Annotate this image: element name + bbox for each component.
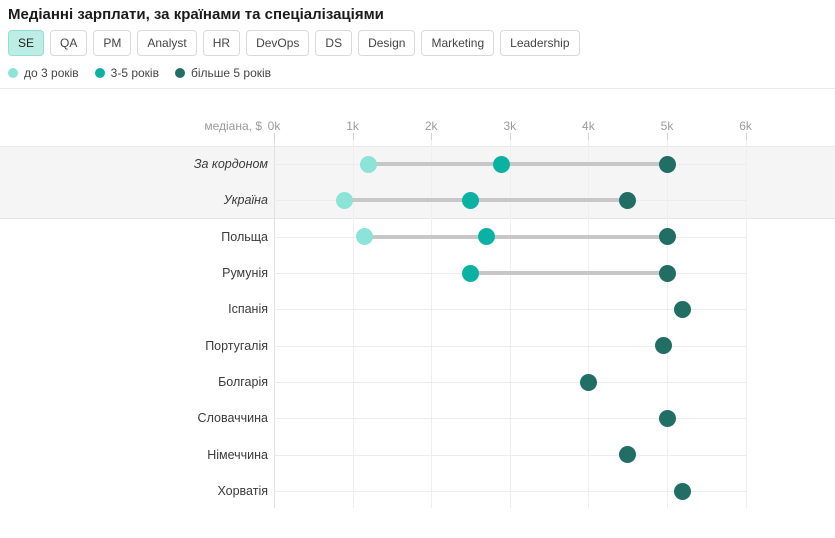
tick-mark-6k (745, 133, 747, 140)
gridline-4k (588, 140, 590, 508)
legend-item-senior: більше 5 років (174, 66, 272, 80)
dot-senior-row-8[interactable] (658, 409, 676, 427)
row-label-2: Україна (223, 193, 268, 208)
legend-label-middle: 3-5 років (110, 66, 159, 80)
dot-senior-row-3[interactable] (658, 228, 676, 246)
axis-tick-label-3k: 3k (503, 119, 517, 133)
axis-tick-label-5k: 5k (660, 119, 674, 133)
legend-item-middle: 3-5 років (94, 66, 159, 80)
tick-mark-4k (588, 133, 590, 140)
tick-mark-0k (274, 133, 275, 140)
specialization-tabs: SE QA PM Analyst HR DevOps DS Design Marketing Le… (8, 30, 580, 56)
row-gridline (274, 345, 746, 347)
row-gridline (274, 418, 746, 420)
gridline-0k (274, 140, 275, 508)
dumbbell-connector (470, 271, 667, 276)
row-label-10: Хорватія (217, 484, 268, 499)
tick-mark-2k (431, 133, 433, 140)
tab-design[interactable]: Design (358, 30, 416, 56)
tab-ds[interactable]: DS (315, 30, 353, 56)
legend-label-junior: до 3 років (24, 66, 79, 80)
axis-tick-label-1k: 1k (346, 119, 359, 133)
row-label-8: Словаччина (197, 411, 268, 426)
row-label-1: За кордоном (193, 157, 268, 171)
row-gridline (274, 382, 746, 384)
dumbbell-connector (344, 198, 628, 203)
tick-mark-1k (352, 133, 354, 140)
row-gridline (274, 491, 746, 493)
tab-se[interactable]: SE (8, 30, 45, 56)
gridline-5k (667, 140, 668, 508)
axis-tick-label-0k: 0k (267, 119, 281, 133)
axis-tick-label-2k: 2k (424, 119, 438, 133)
row-label-4: Румунія (222, 266, 268, 281)
legend-dot-middle-icon (94, 68, 105, 78)
row-label-6: Португалія (205, 338, 268, 353)
dot-senior-row-9[interactable] (619, 446, 637, 464)
row-gridline (274, 309, 746, 311)
tick-mark-5k (667, 133, 668, 140)
row-label-5: Іспанія (228, 302, 268, 317)
gridline-2k (431, 140, 433, 508)
experience-legend: до 3 років 3-5 років більше 5 років (8, 66, 271, 80)
dot-senior-row-10[interactable] (674, 482, 692, 500)
dumbbell-connector (364, 234, 667, 239)
dot-senior-row-2[interactable] (619, 191, 637, 209)
gridline-3k (509, 140, 511, 508)
row-label-3: Польща (221, 229, 268, 244)
tab-hr[interactable]: HR (202, 30, 241, 56)
dot-senior-row-1[interactable] (658, 155, 676, 173)
row-label-9: Німеччина (207, 447, 268, 462)
dot-senior-row-4[interactable] (658, 264, 676, 282)
legend-item-junior: до 3 років (8, 66, 79, 80)
dot-middle-row-4[interactable] (462, 264, 479, 282)
dot-senior-row-7[interactable] (579, 373, 597, 391)
tab-pm[interactable]: PM (93, 30, 132, 56)
dot-senior-row-5[interactable] (674, 300, 692, 318)
gridline-6k (745, 140, 747, 508)
x-axis-label: медіана, $ (204, 119, 262, 133)
dot-middle-row-3[interactable] (477, 228, 495, 246)
page-title: Медіанні зарплати, за країнами та спеціа… (8, 6, 384, 23)
tab-qa[interactable]: QA (50, 30, 88, 56)
tab-marketing[interactable]: Marketing (421, 30, 495, 56)
dumbbell-connector (368, 162, 667, 166)
highlight-band (0, 145, 835, 219)
gridline-1k (352, 140, 354, 508)
legend-dot-junior-icon (8, 68, 18, 78)
dot-middle-row-1[interactable] (493, 155, 511, 173)
dot-junior-row-1[interactable] (359, 155, 377, 173)
tick-mark-3k (509, 133, 511, 140)
axis-tick-label-6k: 6k (739, 119, 752, 133)
legend-label-senior: більше 5 років (190, 66, 272, 80)
dot-senior-row-6[interactable] (654, 337, 672, 355)
row-label-7: Болгарія (218, 375, 268, 390)
dot-junior-row-3[interactable] (355, 228, 373, 246)
tab-devops[interactable]: DevOps (246, 30, 310, 56)
tab-leadership[interactable]: Leadership (500, 30, 580, 56)
dot-middle-row-2[interactable] (462, 191, 479, 209)
header-divider (0, 88, 835, 89)
row-gridline (274, 454, 746, 456)
dot-junior-row-2[interactable] (336, 191, 354, 209)
legend-dot-senior-icon (174, 68, 185, 78)
tab-analyst[interactable]: Analyst (137, 30, 197, 56)
axis-tick-label-4k: 4k (582, 119, 595, 133)
